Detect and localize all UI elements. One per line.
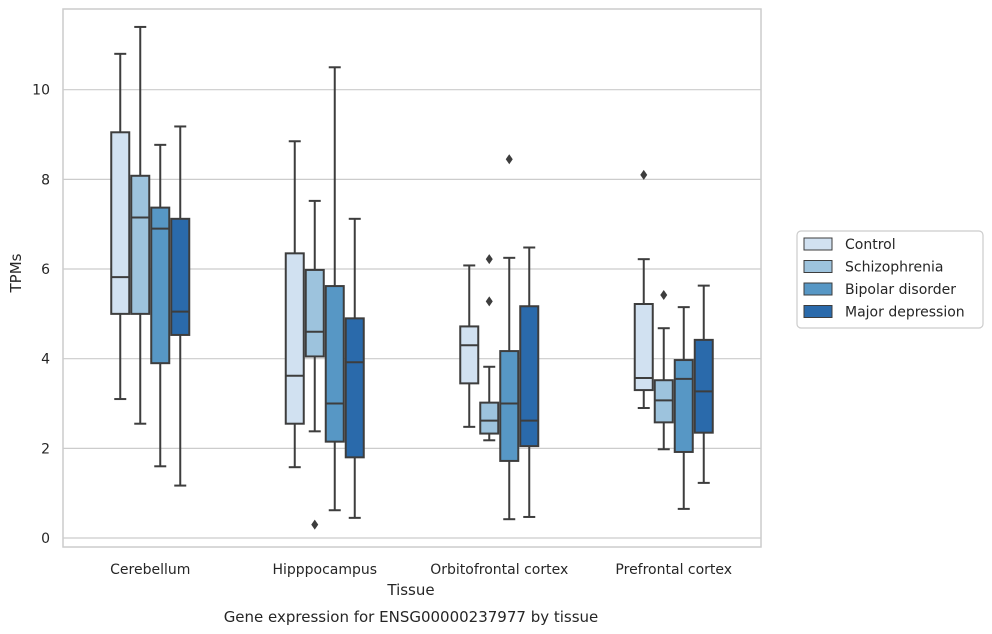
- legend-label: Bipolar disorder: [845, 282, 956, 298]
- y-tick-label: 6: [41, 262, 50, 278]
- legend-swatch: [803, 260, 833, 273]
- x-tick-label: Hipppocampus: [272, 562, 377, 578]
- box: [344, 217, 365, 519]
- box-group: [633, 169, 714, 510]
- y-axis-ticks: 0 2 4 6 8 10: [32, 83, 50, 547]
- box: [130, 25, 151, 425]
- legend-swatch: [803, 305, 833, 318]
- box-body: [304, 268, 325, 358]
- box: [324, 66, 345, 512]
- y-tick-label: 0: [41, 531, 50, 547]
- y-tick-label: 10: [32, 83, 50, 99]
- box-group: [110, 25, 191, 487]
- legend-item: Major depression: [803, 305, 965, 321]
- box: [459, 264, 480, 428]
- plot-frame: [62, 8, 762, 548]
- outlier-point: [505, 154, 513, 165]
- box-body: [693, 338, 714, 434]
- y-tick-label: 4: [41, 352, 50, 368]
- legend-label: Control: [845, 237, 896, 253]
- legend-swatch: [803, 237, 833, 251]
- box-group: [284, 66, 365, 530]
- box: [499, 154, 520, 521]
- box-body: [130, 174, 151, 315]
- outlier-point: [485, 296, 493, 307]
- chart-caption: Gene expression for ENSG00000237977 by t…: [224, 608, 599, 626]
- box-body: [324, 285, 345, 443]
- legend-swatch: [803, 282, 833, 296]
- box-group: [459, 154, 540, 521]
- box: [170, 125, 191, 487]
- box: [110, 52, 131, 401]
- legend-item: Bipolar disorder: [803, 282, 956, 298]
- x-axis-ticks: Cerebellum Hipppocampus Orbitofrontal cort…: [110, 562, 732, 578]
- box-body: [499, 350, 520, 462]
- outlier-point: [660, 290, 668, 301]
- legend-item: Schizophrenia: [803, 260, 943, 276]
- box: [693, 284, 714, 484]
- x-tick-label: Cerebellum: [110, 562, 190, 578]
- box-body: [170, 217, 191, 336]
- box: [479, 254, 500, 442]
- legend-frame: [796, 230, 984, 329]
- box-body: [519, 305, 540, 448]
- box-body: [459, 325, 480, 385]
- outlier-point: [485, 254, 493, 265]
- outlier-point: [640, 169, 648, 180]
- box-body: [284, 252, 305, 425]
- box-body: [344, 317, 365, 459]
- box: [673, 306, 694, 510]
- x-tick-label: Prefrontal cortex: [615, 562, 732, 578]
- box: [519, 246, 540, 518]
- y-tick-label: 8: [41, 172, 50, 188]
- legend-item: Control: [803, 237, 896, 253]
- box: [633, 169, 654, 410]
- y-axis-label: TPMs: [7, 253, 25, 293]
- box-body: [110, 131, 131, 315]
- box: [304, 199, 325, 530]
- legend: Control Schizophrenia Bipolar disorder Majo…: [796, 230, 984, 329]
- x-axis-label: Tissue: [386, 581, 434, 599]
- outlier-point: [311, 519, 319, 530]
- box: [653, 290, 674, 451]
- y-tick-label: 2: [41, 441, 50, 457]
- legend-label: Schizophrenia: [845, 260, 943, 276]
- legend-label: Major depression: [845, 305, 965, 321]
- box-groups: [110, 25, 714, 530]
- box-body: [673, 359, 694, 453]
- box-body: [479, 401, 500, 435]
- box: [150, 143, 171, 468]
- box-body: [150, 206, 171, 365]
- box: [284, 140, 305, 469]
- box-body: [633, 303, 654, 392]
- x-tick-label: Orbitofrontal cortex: [430, 562, 568, 578]
